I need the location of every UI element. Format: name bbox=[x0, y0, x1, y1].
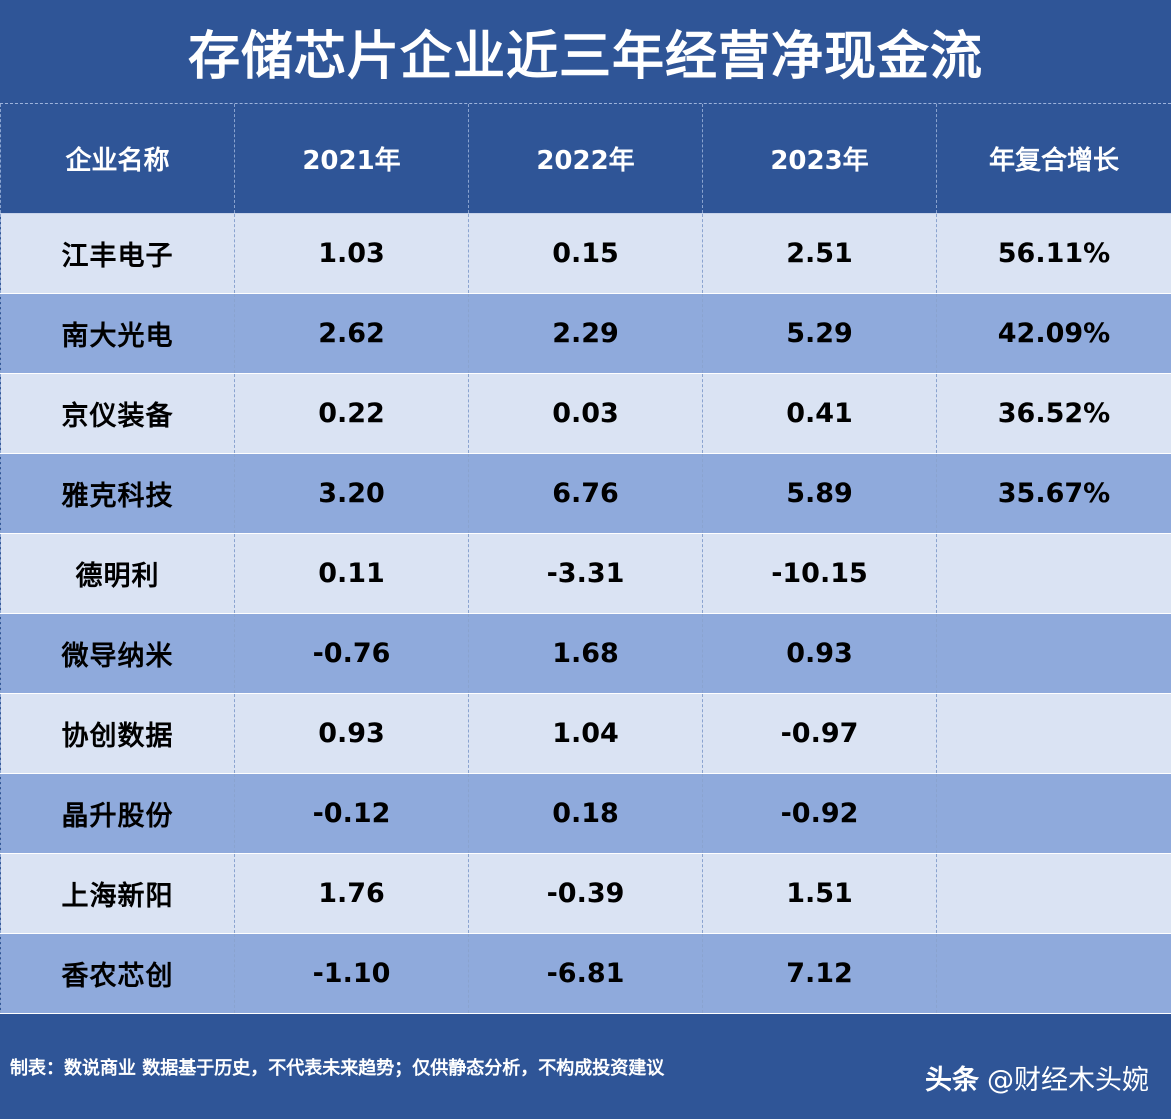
company-name-cell: 江丰电子 bbox=[0, 213, 235, 294]
value-2023-cell: 5.29 bbox=[702, 293, 937, 374]
footer: 制表：数说商业 数据基于历史，不代表未来趋势；仅供静态分析，不构成投资建议 头条… bbox=[0, 1014, 1171, 1119]
value-2021-cell: 2.62 bbox=[234, 293, 469, 374]
cagr-cell bbox=[936, 693, 1171, 774]
company-name-cell: 协创数据 bbox=[0, 693, 235, 774]
data-table: 企业名称 2021年 2022年 2023年 年复合增长 江丰电子 1.03 0.1… bbox=[0, 104, 1171, 1014]
value-2022-cell: 0.03 bbox=[468, 373, 703, 454]
value-2021-cell: 1.76 bbox=[234, 853, 469, 934]
footer-note: 制表：数说商业 数据基于历史，不代表未来趋势；仅供静态分析，不构成投资建议 bbox=[10, 1058, 665, 1079]
value-2021-cell: -0.76 bbox=[234, 613, 469, 694]
value-2023-cell: 0.41 bbox=[702, 373, 937, 454]
header-2023: 2023年 bbox=[702, 104, 937, 214]
value-2023-cell: 7.12 bbox=[702, 933, 937, 1014]
value-2023-cell: -10.15 bbox=[702, 533, 937, 614]
header-2022: 2022年 bbox=[468, 104, 703, 214]
chart-title: 存储芯片企业近三年经营净现金流 bbox=[187, 27, 983, 87]
cagr-cell: 36.52% bbox=[936, 373, 1171, 454]
company-name-cell: 晶升股份 bbox=[0, 773, 235, 854]
watermark-brand: 头条 bbox=[925, 1065, 979, 1096]
company-name-cell: 京仪装备 bbox=[0, 373, 235, 454]
company-name-cell: 上海新阳 bbox=[0, 853, 235, 934]
company-name-cell: 南大光电 bbox=[0, 293, 235, 374]
company-name-cell: 香农芯创 bbox=[0, 933, 235, 1014]
value-2022-cell: 1.68 bbox=[468, 613, 703, 694]
value-2022-cell: 0.15 bbox=[468, 213, 703, 294]
cagr-cell bbox=[936, 933, 1171, 1014]
value-2022-cell: -6.81 bbox=[468, 933, 703, 1014]
value-2023-cell: -0.92 bbox=[702, 773, 937, 854]
company-name-cell: 微导纳米 bbox=[0, 613, 235, 694]
header-company: 企业名称 bbox=[0, 104, 235, 214]
value-2023-cell: 1.51 bbox=[702, 853, 937, 934]
value-2023-cell: 2.51 bbox=[702, 213, 937, 294]
value-2022-cell: 6.76 bbox=[468, 453, 703, 534]
cagr-cell bbox=[936, 773, 1171, 854]
cagr-cell bbox=[936, 613, 1171, 694]
value-2021-cell: 1.03 bbox=[234, 213, 469, 294]
table-row: 协创数据 0.93 1.04 -0.97 bbox=[0, 693, 1171, 774]
table-body: 江丰电子 1.03 0.15 2.51 56.11% 南大光电 2.62 2.29 5.29 42… bbox=[0, 213, 1171, 1014]
table-container: 企业名称 2021年 2022年 2023年 年复合增长 江丰电子 1.03 0.1… bbox=[0, 104, 1171, 1014]
value-2021-cell: -1.10 bbox=[234, 933, 469, 1014]
table-row: 京仪装备 0.22 0.03 0.41 36.52% bbox=[0, 373, 1171, 454]
header-row: 企业名称 2021年 2022年 2023年 年复合增长 bbox=[0, 104, 1171, 214]
table-row: 南大光电 2.62 2.29 5.29 42.09% bbox=[0, 293, 1171, 374]
watermark: 头条 @财经木头婉 bbox=[925, 1058, 1149, 1097]
value-2023-cell: 0.93 bbox=[702, 613, 937, 694]
value-2022-cell: 2.29 bbox=[468, 293, 703, 374]
table-row: 雅克科技 3.20 6.76 5.89 35.67% bbox=[0, 453, 1171, 534]
value-2022-cell: 0.18 bbox=[468, 773, 703, 854]
cagr-cell: 35.67% bbox=[936, 453, 1171, 534]
cagr-cell bbox=[936, 533, 1171, 614]
cagr-cell bbox=[936, 853, 1171, 934]
value-2021-cell: -0.12 bbox=[234, 773, 469, 854]
table-row: 上海新阳 1.76 -0.39 1.51 bbox=[0, 853, 1171, 934]
value-2021-cell: 3.20 bbox=[234, 453, 469, 534]
table-row: 江丰电子 1.03 0.15 2.51 56.11% bbox=[0, 213, 1171, 294]
table-row: 香农芯创 -1.10 -6.81 7.12 bbox=[0, 933, 1171, 1014]
company-name-cell: 德明利 bbox=[0, 533, 235, 614]
value-2023-cell: -0.97 bbox=[702, 693, 937, 774]
value-2021-cell: 0.22 bbox=[234, 373, 469, 454]
table-row: 晶升股份 -0.12 0.18 -0.92 bbox=[0, 773, 1171, 854]
table-row: 德明利 0.11 -3.31 -10.15 bbox=[0, 533, 1171, 614]
header-2021: 2021年 bbox=[234, 104, 469, 214]
value-2022-cell: -3.31 bbox=[468, 533, 703, 614]
header-cagr: 年复合增长 bbox=[936, 104, 1171, 214]
value-2022-cell: 1.04 bbox=[468, 693, 703, 774]
cagr-cell: 56.11% bbox=[936, 213, 1171, 294]
value-2021-cell: 0.93 bbox=[234, 693, 469, 774]
company-name-cell: 雅克科技 bbox=[0, 453, 235, 534]
value-2022-cell: -0.39 bbox=[468, 853, 703, 934]
value-2023-cell: 5.89 bbox=[702, 453, 937, 534]
watermark-handle: @财经木头婉 bbox=[987, 1065, 1149, 1096]
value-2021-cell: 0.11 bbox=[234, 533, 469, 614]
table-row: 微导纳米 -0.76 1.68 0.93 bbox=[0, 613, 1171, 694]
title-bar: 存储芯片企业近三年经营净现金流 bbox=[0, 0, 1171, 104]
cagr-cell: 42.09% bbox=[936, 293, 1171, 374]
